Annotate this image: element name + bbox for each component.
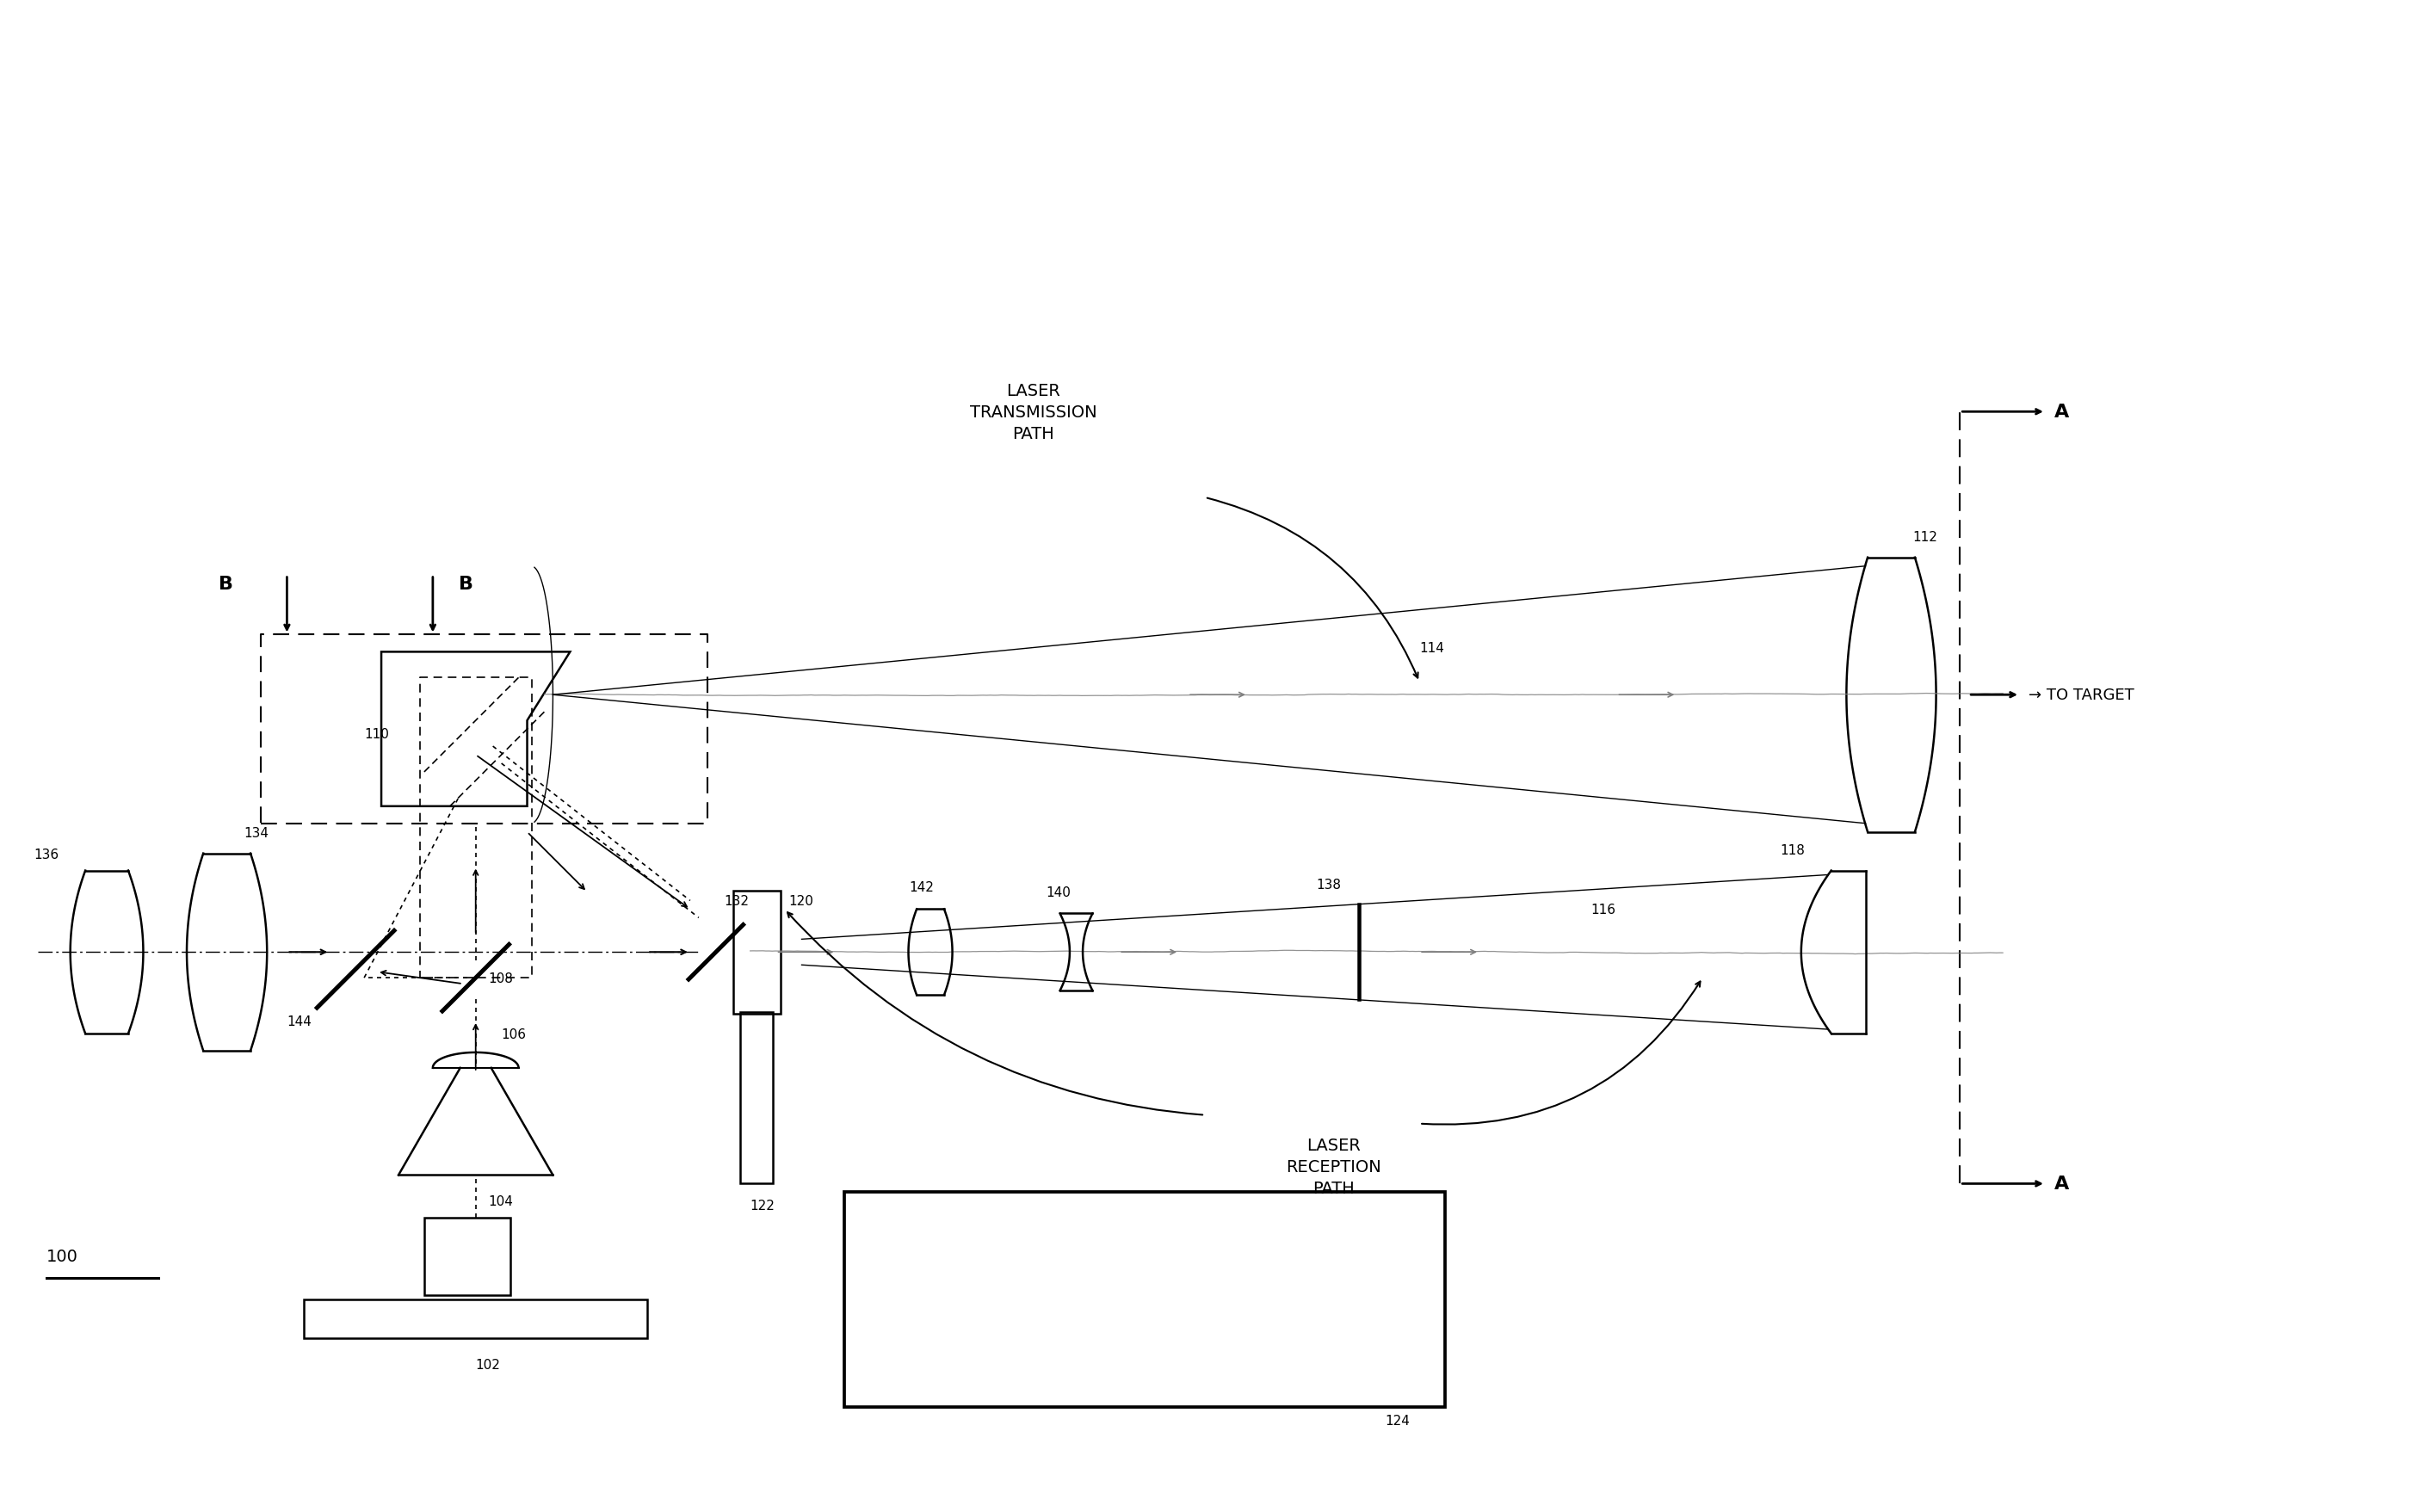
Text: 100: 100: [46, 1247, 77, 1264]
Text: 140: 140: [1046, 886, 1070, 900]
Text: B: B: [458, 575, 472, 593]
Text: 134: 134: [245, 826, 269, 839]
Bar: [424, 1219, 511, 1296]
Text: 138: 138: [1317, 877, 1341, 891]
Text: 118: 118: [1779, 844, 1804, 856]
Text: LASER
TRANSMISSION
PATH: LASER TRANSMISSION PATH: [971, 383, 1097, 442]
Text: 124: 124: [1385, 1414, 1409, 1426]
Text: 144: 144: [288, 1015, 312, 1028]
Text: LASER
RECEPTION
PATH: LASER RECEPTION PATH: [1286, 1137, 1382, 1196]
Bar: [734, 891, 780, 1015]
Text: 102: 102: [475, 1358, 501, 1371]
Text: 120: 120: [789, 895, 813, 907]
Bar: [305, 1299, 646, 1338]
Text: 104: 104: [489, 1194, 513, 1208]
Text: A: A: [2055, 404, 2070, 420]
Text: 112: 112: [1913, 531, 1937, 543]
Bar: [845, 1193, 1445, 1406]
Text: 106: 106: [501, 1028, 525, 1040]
Text: 108: 108: [489, 972, 513, 984]
Text: 110: 110: [363, 727, 390, 741]
Text: A: A: [2055, 1175, 2070, 1193]
Text: 114: 114: [1419, 643, 1445, 655]
Text: 116: 116: [1591, 904, 1615, 916]
Text: B: B: [218, 575, 232, 593]
Text: 122: 122: [751, 1199, 775, 1213]
Text: 132: 132: [724, 895, 751, 907]
Text: → TO TARGET: → TO TARGET: [2029, 688, 2135, 703]
Text: 136: 136: [34, 848, 58, 860]
Bar: [741, 1013, 772, 1184]
Text: 142: 142: [908, 880, 935, 894]
